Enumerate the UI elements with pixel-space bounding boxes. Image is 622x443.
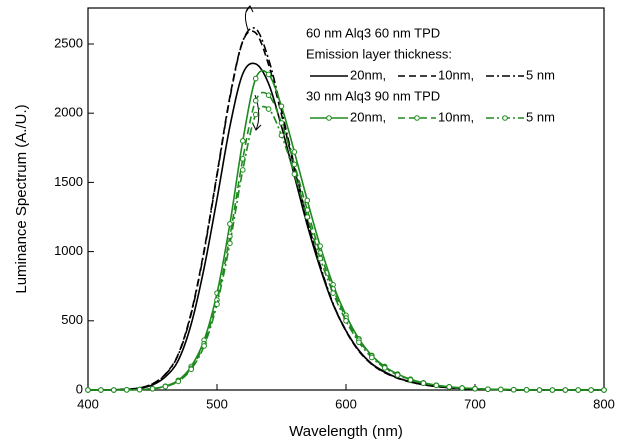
x-tick-label: 600 [335, 396, 357, 411]
data-point [149, 385, 156, 392]
series-line [88, 91, 604, 391]
data-point [188, 366, 194, 373]
data-point [446, 384, 453, 390]
y-tick-label: 1500 [54, 174, 83, 189]
data-point [201, 343, 207, 349]
x-axis-label: Wavelength (nm) [289, 423, 403, 440]
data-point [240, 138, 246, 144]
data-point [136, 386, 143, 393]
data-point [265, 106, 272, 112]
arrow-head [245, 5, 254, 13]
plot-frame [87, 7, 605, 391]
legend-heading: 30 nm Alq3 90 nm TPD [306, 88, 440, 103]
y-axis-label: Luminance Spectrum (A./U.) [13, 104, 30, 293]
data-point [510, 386, 517, 393]
data-point [459, 385, 465, 391]
data-point [498, 386, 504, 393]
data-point [175, 378, 182, 385]
data-point [549, 387, 556, 393]
legend-label: 10nm, [438, 109, 474, 124]
data-point [240, 167, 246, 173]
data-point [420, 380, 427, 387]
data-point [472, 385, 478, 392]
data-point [523, 387, 530, 393]
y-tick-label: 500 [61, 312, 83, 327]
data-point [252, 97, 259, 104]
x-tick-label: 500 [206, 396, 228, 411]
data-point [317, 255, 324, 262]
series-line [88, 105, 604, 391]
data-point [85, 387, 91, 393]
data-point [227, 240, 233, 247]
data-point [291, 161, 298, 168]
data-point [265, 71, 272, 78]
data-point [214, 301, 220, 307]
data-point [562, 387, 569, 393]
series-line [87, 27, 604, 391]
data-point [278, 132, 285, 139]
y-tick-label: 2000 [54, 105, 83, 120]
data-point [291, 171, 298, 177]
data-point [227, 221, 233, 227]
data-point [394, 372, 401, 378]
data-point [252, 75, 259, 82]
legend-marker [414, 115, 420, 121]
data-point [433, 382, 440, 389]
data-point [227, 233, 233, 240]
legend-heading: 60 nm Alq3 60 nm TPD [306, 25, 440, 40]
data-point [123, 387, 130, 393]
data-point [162, 383, 169, 390]
data-point [278, 103, 285, 110]
data-point [291, 149, 298, 155]
data-point [304, 214, 311, 220]
legend-label: 20nm, [350, 109, 386, 124]
x-tick-label: 400 [77, 396, 99, 411]
series-line [87, 30, 604, 391]
data-point [252, 111, 259, 118]
data-point [343, 317, 349, 324]
legend-label: 5 nm [526, 67, 555, 82]
data-point [575, 387, 582, 393]
data-point [330, 290, 336, 296]
data-point [278, 120, 285, 126]
y-tick-label: 0 [76, 381, 83, 396]
data-point [356, 339, 362, 346]
y-tick-label: 1000 [54, 243, 83, 258]
data-point [601, 387, 607, 393]
x-tick-label: 700 [464, 396, 486, 411]
legend-marker [502, 115, 508, 121]
x-tick-label: 800 [593, 396, 615, 411]
data-point [304, 197, 311, 204]
y-tick-label: 2500 [54, 35, 83, 50]
data-point [381, 365, 388, 371]
legend-heading: Emission layer thickness: [306, 46, 452, 61]
data-point [485, 386, 491, 392]
legend-marker [326, 115, 332, 121]
arrow-head [252, 123, 262, 131]
data-point [588, 387, 594, 393]
data-point [369, 354, 375, 361]
legend-label: 20nm, [350, 67, 386, 82]
legend-label: 10nm, [438, 67, 474, 82]
data-point [265, 92, 272, 98]
data-point [407, 377, 414, 383]
legend-label: 5 nm [526, 109, 555, 124]
data-point [98, 387, 104, 393]
data-point [111, 387, 117, 393]
data-point [536, 387, 543, 393]
